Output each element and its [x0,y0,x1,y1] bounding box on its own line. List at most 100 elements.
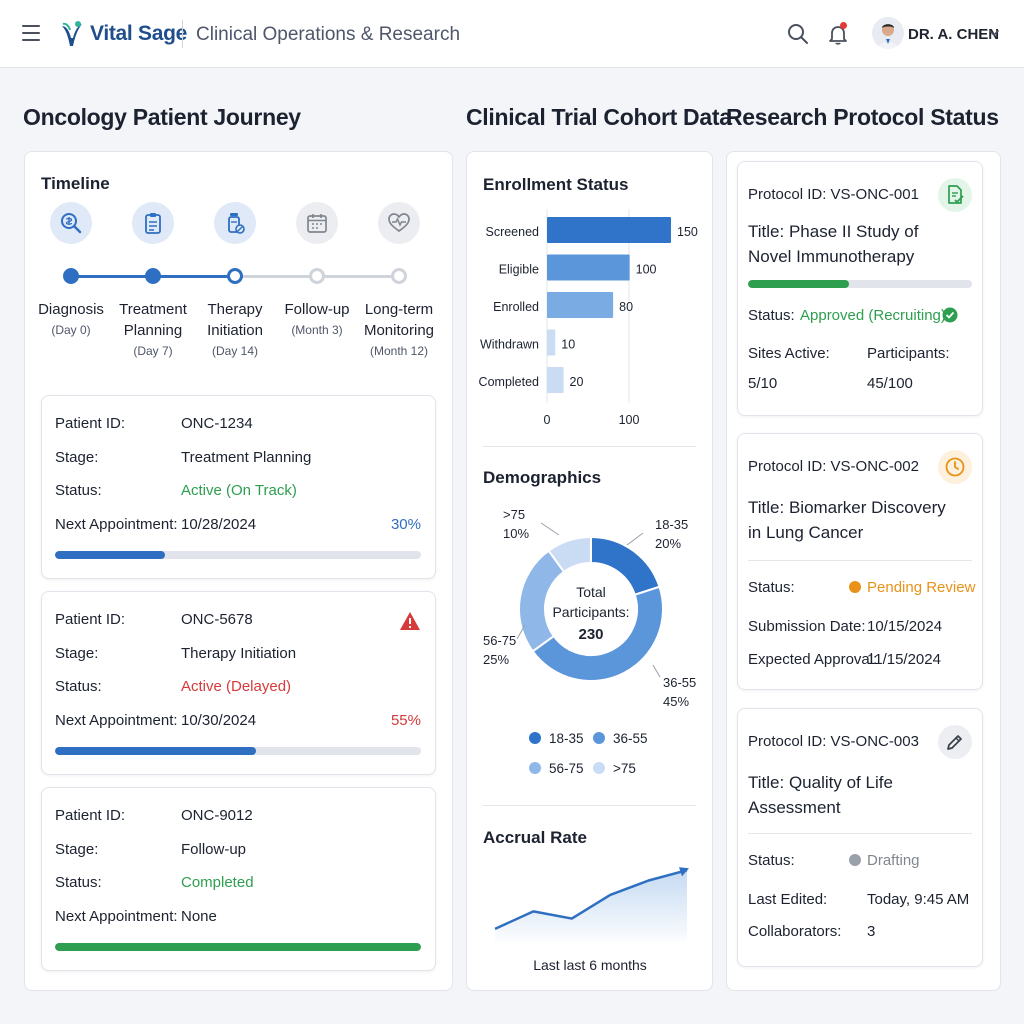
status-dot [849,581,861,593]
divider [748,833,972,834]
progress-percent: 55% [390,712,421,729]
slice-value-label: 20% [655,536,681,551]
slice-leader-line [626,532,644,546]
timeline-step-label: Treatment Planning (Day 7) [105,299,201,361]
protocol-card[interactable]: Protocol ID: VS-ONC-003 Title: Quality o… [737,708,983,967]
approved-document-icon[interactable] [938,178,972,212]
cohort-data-panel: Enrollment Status Screened 150 Eligible 100… [466,151,713,991]
appointment-label: Next Appointment: [55,516,178,533]
clock-icon[interactable] [938,450,972,484]
section-title-cohort: Clinical Trial Cohort Data [466,104,732,130]
status-value: Active (On Track) [181,482,297,499]
patient-card[interactable]: Patient ID: ONC-5678 Stage: Therapy Init… [41,591,436,775]
protocol-progress-bar [748,280,972,288]
title-label: Title: [748,498,785,517]
timeline-step-diagnosis[interactable] [50,202,92,244]
protocol-title: Title: Quality of Life Assessment [748,770,953,820]
calendar-icon [307,214,327,233]
progress-bar [55,747,421,755]
patient-journey-panel: Timeline [24,151,453,991]
chevron-down-icon[interactable] [987,26,1001,40]
title-label: Title: [748,222,785,241]
expected-approval-value: 11/15/2024 [867,651,941,668]
title-value: Biomarker Discovery in Lung Cancer [748,498,946,542]
protocol-status-panel: Protocol ID: VS-ONC-001 Title: Phase II … [726,151,1001,991]
warning-icon[interactable] [399,611,421,631]
submission-date-value: 10/15/2024 [867,618,943,635]
appointment-value: 10/28/2024 [181,516,257,533]
step-name: Therapy Initiation [207,301,263,339]
slice-leader-line [516,624,526,640]
protocol-id-value[interactable]: VS-ONC-001 [830,186,919,203]
notification-badge [840,22,847,29]
clipboard-icon [145,213,161,234]
step-time: (Day 14) [211,344,258,358]
stage-value: Treatment Planning [181,449,312,466]
accrual-chart-title: Accrual Rate [483,828,587,847]
bar-value-label: 10 [561,338,575,352]
legend-swatch [593,762,605,774]
donut-slice [531,585,664,682]
diagnosis-magnifier-icon [61,213,82,234]
top-bar: Vital Sage Clinical Operations & Researc… [0,0,1024,68]
bar-category-label: Enrolled [493,300,539,314]
progress-fill [55,551,165,559]
progress-bar [55,943,421,951]
status-label: Status: [748,307,795,324]
demographics-chart-title: Demographics [483,468,602,487]
avatar[interactable] [872,17,904,49]
timeline-title: Timeline [41,174,110,193]
submission-date-label: Submission Date: [748,618,866,635]
protocol-id-value[interactable]: VS-ONC-003 [830,733,919,750]
logo-icon [62,21,82,46]
slice-category-label: 18-35 [655,517,688,532]
sites-active-label: Sites Active: [748,345,830,362]
appointment-value: None [181,908,217,925]
patient-card[interactable]: Patient ID: ONC-1234 Stage: Treatment Pl… [41,395,436,579]
participants-label: Participants: [867,345,950,362]
brand-divider [182,20,183,48]
title-label: Title: [748,773,785,792]
status-text: Drafting [867,852,920,869]
timeline-step-long-term-monitoring[interactable] [378,202,420,244]
appointment-label: Next Appointment: [55,908,178,925]
donut-center-label: Total [576,584,606,600]
expected-approval-label: Expected Approval: [748,651,878,668]
step-name: Long-term Monitoring [363,301,435,339]
user-name[interactable]: DR. A. CHEN [908,26,1000,43]
protocol-id-value[interactable]: VS-ONC-002 [830,458,919,475]
patient-card[interactable]: Patient ID: ONC-9012 Stage: Follow-up St… [41,787,436,971]
x-tick-label: 100 [619,413,640,427]
protocol-title: Title: Phase II Study of Novel Immunothe… [748,219,953,269]
brand-name[interactable]: Vital Sage [90,22,187,45]
timeline-step-treatment-planning[interactable] [132,202,174,244]
patient-id[interactable]: ONC-9012 [181,807,253,824]
timeline-connector [159,275,231,278]
step-name: Follow-up [284,301,350,318]
status-text: Pending Review [867,579,976,596]
slice-value-label: 10% [503,526,529,541]
protocol-card[interactable]: Protocol ID: VS-ONC-002 Title: Biomarker… [737,433,983,690]
step-name: Diagnosis [38,301,104,318]
patient-id[interactable]: ONC-5678 [181,611,253,628]
protocol-card[interactable]: Protocol ID: VS-ONC-001 Title: Phase II … [737,161,983,416]
divider [748,560,972,561]
patient-id-label: Patient ID: [55,415,126,432]
legend-label: 36-55 [613,731,648,746]
protocol-id-label: Protocol ID: [748,733,827,750]
accrual-caption: Last last 6 months [533,957,647,973]
edit-pencil-icon[interactable] [938,725,972,759]
brand-subtitle: Clinical Operations & Research [196,24,461,45]
protocol-id-label: Protocol ID: [748,458,827,475]
protocol-id: Protocol ID: VS-ONC-002 [748,458,919,475]
legend-label: 56-75 [549,761,584,776]
legend-label: 18-35 [549,731,584,746]
timeline-step-follow-up[interactable] [296,202,338,244]
timeline-node-complete [63,268,79,284]
patient-id[interactable]: ONC-1234 [181,415,253,432]
timeline-step-therapy-initiation[interactable] [214,202,256,244]
search-icon[interactable] [786,22,810,46]
step-name: Treatment Planning [119,301,187,339]
notification-bell-icon[interactable] [826,22,850,46]
menu-icon[interactable] [22,25,40,41]
